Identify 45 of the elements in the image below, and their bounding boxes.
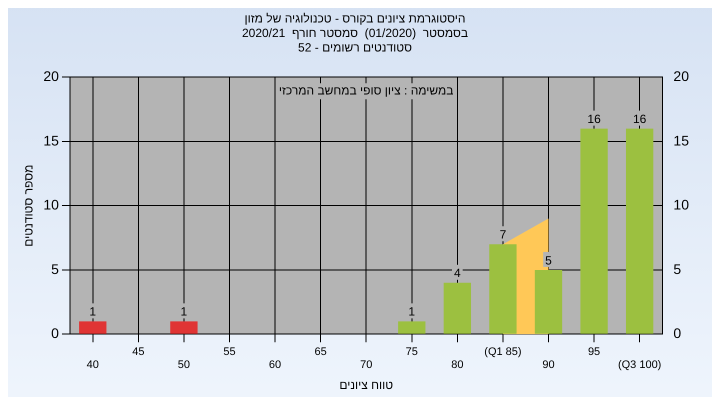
x-tick-label: (Q3 100) [618, 359, 662, 372]
y-tick-label: 0 [51, 325, 60, 342]
x-tick-label: 80 [451, 359, 464, 372]
x-tick-label: (Q1 85) [484, 346, 522, 358]
bar [626, 128, 654, 334]
bar [489, 244, 517, 334]
text: סטודנטים רשומים - 52 [298, 40, 412, 54]
data-label: 1 [89, 304, 96, 319]
y-tick-label: 15 [43, 132, 60, 148]
data-label: 16 [587, 112, 602, 126]
text: בסמסטר (01/2020) סמסטר חורף 2020/21 [242, 26, 468, 40]
x-tick-label: 90 [542, 359, 555, 372]
bar [534, 270, 562, 334]
y-tick-label: 5 [51, 260, 60, 277]
x-tick-label: 60 [268, 359, 282, 372]
y2-tick-label: 5 [673, 260, 682, 277]
x-tick-label: 50 [178, 359, 190, 372]
bar [444, 282, 472, 334]
x-tick-label: 40 [86, 359, 99, 372]
text: היסטוגרמת ציונים בקורס - טכנולוגיה של מזון [244, 12, 466, 26]
bar [398, 321, 426, 334]
bar [580, 128, 608, 334]
x-tick-label: 75 [406, 346, 418, 358]
x-tick-label: 95 [588, 346, 600, 358]
x-tick-label: 55 [223, 346, 236, 358]
data-label: 1 [408, 304, 416, 319]
y-tick-label: 20 [43, 68, 60, 84]
data-label: 16 [632, 112, 647, 126]
y-tick-label: 10 [43, 196, 60, 213]
y2-tick-label: 20 [673, 68, 690, 84]
bar [170, 321, 198, 334]
annotation: במשימה : ציון סופי במחשב המרכזי [278, 84, 454, 98]
x-tick-label: 65 [314, 346, 327, 358]
y-axis-title: מספר סטודנטים [22, 164, 36, 247]
data-label: 5 [545, 253, 552, 268]
y2-tick-label: 0 [673, 325, 682, 342]
x-axis-title: טווח ציונים [339, 378, 394, 392]
data-label: 7 [500, 228, 507, 242]
y2-tick-label: 10 [673, 196, 690, 213]
data-label: 1 [180, 304, 188, 319]
x-tick-label: 70 [360, 359, 372, 372]
data-label: 4 [454, 266, 462, 280]
y2-tick-label: 15 [673, 132, 690, 148]
x-tick-label: 45 [132, 346, 144, 358]
bar [79, 321, 106, 334]
